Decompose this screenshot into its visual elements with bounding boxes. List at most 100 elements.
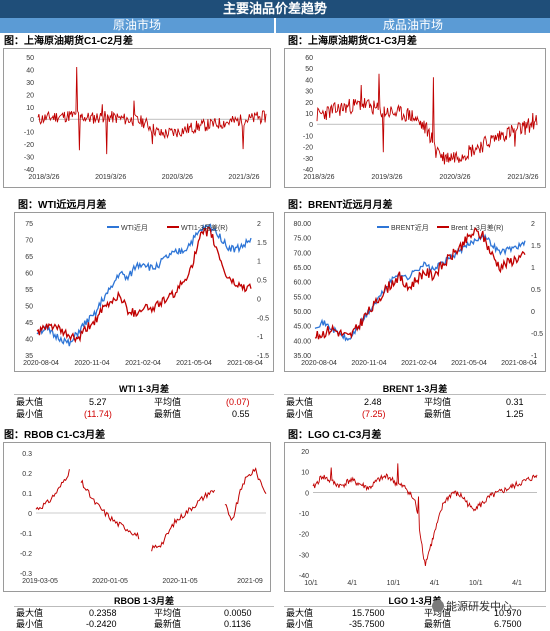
- y-tick-label: 35.00: [293, 353, 311, 360]
- stat-label: 最大值: [16, 608, 44, 618]
- x-tick-label: 2021/3/26: [507, 174, 538, 181]
- x-tick-label: 2021-09: [237, 578, 263, 585]
- x-tick-label: 2019/3/26: [95, 174, 126, 181]
- stats-brent: BRENT 1-3月差 最大值 2.48 平均值 0.31 最小值 (7.25)…: [284, 384, 546, 420]
- stat-label: 平均值: [424, 397, 452, 407]
- y-tick-label: 75: [25, 221, 33, 228]
- stat-label: 平均值: [154, 608, 182, 618]
- series-line: [316, 73, 538, 165]
- x-tick-label: 2021/3/26: [228, 174, 259, 181]
- watermark: 能源研发中心: [432, 598, 512, 614]
- chart-title-wti: 图：WTI近远月月差: [18, 200, 107, 211]
- chart-brent: 80.00 75.00 70.00 65.00 60.00 55.00 50.00 45.00…: [284, 212, 546, 372]
- x-tick-label: 4/1: [347, 580, 357, 587]
- y-tick-label: 70: [25, 238, 33, 245]
- y-tick-label: 60.00: [293, 280, 311, 287]
- stats-title: WTI 1-3月差: [14, 384, 274, 395]
- y-tick-label: -30: [303, 156, 313, 163]
- series-line-spread: [314, 227, 526, 340]
- y-tick-label: 75.00: [293, 236, 311, 243]
- chart-sh-c1c3: 60 50 40 30 20 10 0 -10 -20 -30 -40 2018/3/26 2019/3…: [284, 48, 546, 188]
- y-tick-label: 55: [25, 287, 33, 294]
- y-tick-label: 65: [25, 254, 33, 261]
- x-tick-label: 2021-08-04: [501, 360, 537, 367]
- stat-latest: 0.1136: [224, 619, 251, 629]
- y-tick-label: 0.2: [22, 471, 32, 478]
- legend-label: WTI近月: [121, 223, 148, 232]
- y-tick-label: 35: [25, 353, 33, 360]
- x-tick-label: 10/1: [304, 580, 318, 587]
- y-tick-label: 60: [305, 55, 313, 62]
- chart-title-brent: 图：BRENT近远月月差: [288, 200, 393, 211]
- y-tick-label: -0.2: [20, 551, 32, 558]
- section-products: 成品油市场: [276, 18, 550, 33]
- y-tick-label: 0: [28, 511, 32, 518]
- y-tick-label: -20: [303, 145, 313, 152]
- y2-tick-label: 0: [531, 309, 535, 316]
- y-tick-label: -20: [24, 142, 34, 149]
- y-tick-label: 0: [30, 117, 34, 124]
- series-line-front-month: [314, 233, 526, 342]
- y-tick-label: 80.00: [293, 221, 311, 228]
- chart-sh-c1c2: 50 40 30 20 10 0 -10 -20 -30 -40 2018/3/26 2019/3/2…: [3, 48, 271, 188]
- stat-label: 最大值: [16, 397, 44, 407]
- stat-avg: (0.07): [226, 397, 250, 407]
- legend-label: Brent 1-3月差(R): [451, 223, 504, 232]
- y-tick-label: -10: [24, 130, 34, 137]
- y-tick-label: -30: [24, 155, 34, 162]
- y-tick-label: 40: [26, 67, 34, 74]
- series-line-front-month: [36, 223, 252, 347]
- stats-title: LGO 1-3月差: [284, 596, 546, 607]
- chart-title-lgo: 图：LGO C1-C3月差: [288, 430, 382, 441]
- stat-max: 0.2358: [89, 608, 117, 618]
- x-tick-label: 2019/3/26: [371, 174, 402, 181]
- x-tick-label: 2020-11-05: [162, 578, 197, 585]
- series-line: [80, 479, 140, 540]
- stat-label: 最新值: [424, 619, 452, 629]
- y-tick-label: 60: [25, 271, 33, 278]
- stat-label: 最新值: [424, 409, 452, 419]
- y-tick-label: 50.00: [293, 309, 311, 316]
- chart-title-sh-c1c3: 图：上海原油期货C1-C3月差: [288, 36, 417, 47]
- stat-latest: 1.25: [506, 409, 524, 419]
- stat-label: 最新值: [154, 619, 182, 629]
- chart-wti: 75 70 65 60 55 50 45 40 35 2 1.5 1 0.5 0 -0.5 -1 -1.5 202…: [14, 212, 274, 372]
- x-tick-label: 2018/3/26: [28, 174, 59, 181]
- stat-latest: 0.55: [232, 409, 250, 419]
- x-tick-label: 10/1: [387, 580, 401, 587]
- series-line-spread: [36, 226, 252, 344]
- x-tick-label: 2020/3/26: [439, 174, 470, 181]
- series-line: [35, 469, 70, 511]
- stat-label: 平均值: [424, 608, 452, 618]
- stat-max: 2.48: [364, 397, 382, 407]
- legend-label: BRENT近月: [391, 223, 429, 232]
- y-tick-label: 40.00: [293, 338, 311, 345]
- x-tick-label: 2018/3/26: [303, 174, 334, 181]
- series-line: [312, 463, 538, 566]
- y2-tick-label: 2: [531, 221, 535, 228]
- y-tick-label: 45.00: [293, 324, 311, 331]
- stat-label: 最小值: [16, 409, 44, 419]
- y2-tick-label: 0: [257, 296, 261, 303]
- stats-rbob: RBOB 1-3月差 最大值 0.2358 平均值 0.0050 最小值 -0.…: [14, 596, 274, 630]
- y2-tick-label: -0.5: [531, 331, 543, 338]
- stats-title: RBOB 1-3月差: [14, 596, 274, 607]
- y2-tick-label: 1: [257, 259, 261, 266]
- y-tick-label: 50: [305, 66, 313, 73]
- y-tick-label: -40: [24, 167, 34, 174]
- stat-min: -0.2420: [86, 619, 117, 629]
- y-tick-label: 10: [26, 105, 34, 112]
- y-tick-label: 0: [309, 122, 313, 129]
- y2-tick-label: -1: [257, 334, 263, 341]
- x-tick-label: 4/1: [512, 580, 522, 587]
- y-tick-label: 0.3: [22, 451, 32, 458]
- y-tick-label: 70.00: [293, 250, 311, 257]
- section-crude: 原油市场: [0, 18, 274, 33]
- y2-tick-label: 1.5: [257, 240, 267, 247]
- y2-tick-label: 0.5: [531, 287, 541, 294]
- stat-avg: 10.970: [494, 608, 522, 618]
- y2-tick-label: -1.5: [257, 353, 269, 360]
- y-tick-label: 10: [301, 470, 309, 477]
- y-tick-label: -20: [299, 532, 309, 539]
- page-title: 主要油品价差趋势: [0, 0, 550, 18]
